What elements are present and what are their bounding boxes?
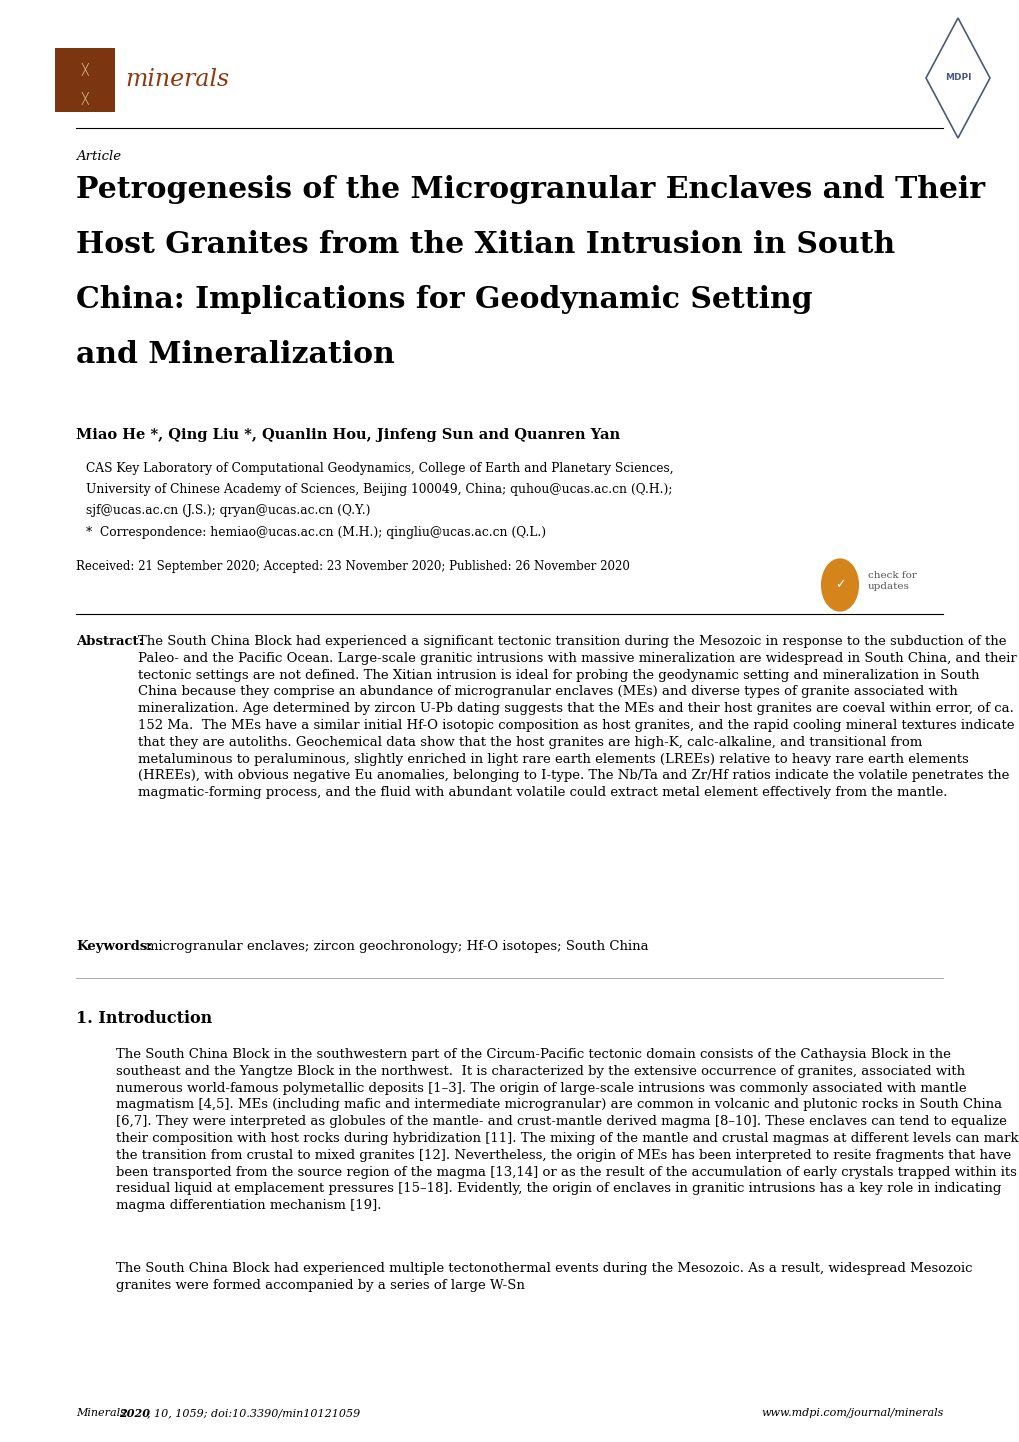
Text: The South China Block in the southwestern part of the Circum-Pacific tectonic do: The South China Block in the southwester… — [116, 1048, 1018, 1213]
Text: Keywords:: Keywords: — [76, 940, 153, 953]
Text: Miao He *, Qing Liu *, Quanlin Hou, Jinfeng Sun and Quanren Yan: Miao He *, Qing Liu *, Quanlin Hou, Jinf… — [76, 428, 620, 443]
Text: The South China Block had experienced multiple tectonothermal events during the : The South China Block had experienced mu… — [116, 1262, 972, 1292]
Text: Abstract:: Abstract: — [76, 634, 144, 647]
Text: 1. Introduction: 1. Introduction — [76, 1009, 213, 1027]
Text: www.mdpi.com/journal/minerals: www.mdpi.com/journal/minerals — [760, 1407, 943, 1417]
Text: Received: 21 September 2020; Accepted: 23 November 2020; Published: 26 November : Received: 21 September 2020; Accepted: 2… — [76, 559, 630, 572]
Text: sjf@ucas.ac.cn (J.S.); qryan@ucas.ac.cn (Q.Y.): sjf@ucas.ac.cn (J.S.); qryan@ucas.ac.cn … — [87, 505, 371, 518]
Text: ╳: ╳ — [82, 62, 89, 75]
Text: The South China Block had experienced a significant tectonic transition during t: The South China Block had experienced a … — [139, 634, 1018, 799]
Text: minerals: minerals — [125, 69, 229, 91]
Text: and Mineralization: and Mineralization — [76, 340, 395, 369]
Text: China: Implications for Geodynamic Setting: China: Implications for Geodynamic Setti… — [76, 286, 812, 314]
Text: University of Chinese Academy of Sciences, Beijing 100049, China; quhou@ucas.ac.: University of Chinese Academy of Science… — [87, 483, 673, 496]
Text: Petrogenesis of the Microgranular Enclaves and Their: Petrogenesis of the Microgranular Enclav… — [76, 174, 984, 203]
Text: MDPI: MDPI — [944, 74, 970, 82]
Text: microgranular enclaves; zircon geochronology; Hf-O isotopes; South China: microgranular enclaves; zircon geochrono… — [147, 940, 648, 953]
Text: 2020: 2020 — [119, 1407, 151, 1419]
Text: Article: Article — [76, 150, 121, 163]
Text: *  Correspondence: hemiao@ucas.ac.cn (M.H.); qingliu@ucas.ac.cn (Q.L.): * Correspondence: hemiao@ucas.ac.cn (M.H… — [87, 526, 546, 539]
FancyBboxPatch shape — [55, 48, 115, 112]
Text: ╳: ╳ — [82, 91, 89, 104]
Text: ✓: ✓ — [834, 578, 845, 591]
Circle shape — [821, 559, 858, 611]
Text: Minerals: Minerals — [76, 1407, 129, 1417]
Text: CAS Key Laboratory of Computational Geodynamics, College of Earth and Planetary : CAS Key Laboratory of Computational Geod… — [87, 461, 674, 474]
Text: Host Granites from the Xitian Intrusion in South: Host Granites from the Xitian Intrusion … — [76, 231, 895, 260]
Text: , 10, 1059; doi:10.3390/min10121059: , 10, 1059; doi:10.3390/min10121059 — [148, 1407, 361, 1417]
Text: check for
updates: check for updates — [867, 571, 915, 591]
